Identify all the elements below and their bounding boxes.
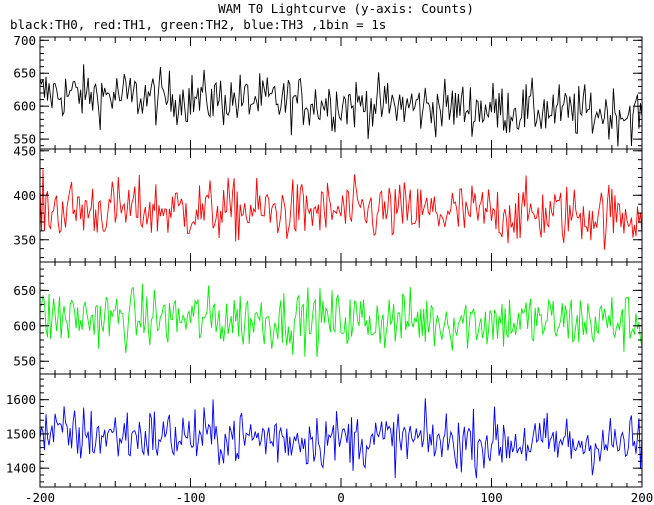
y-tick-label: 600 xyxy=(13,318,36,333)
y-tick-label: 450 xyxy=(13,143,36,158)
panel-frame xyxy=(39,36,643,150)
series-line-TH0 xyxy=(40,64,642,147)
panels-group: 5506006507003504004505506006501400150016… xyxy=(6,33,653,505)
y-tick-label: 650 xyxy=(13,66,36,81)
y-tick-label: 1500 xyxy=(6,426,36,441)
y-tick-label: 700 xyxy=(13,33,36,48)
panel-TH3: 1400 1500 1600 xyxy=(6,373,643,488)
y-tick-label: 400 xyxy=(13,188,36,203)
y-tick-label: 1600 xyxy=(6,392,36,407)
panel-frame xyxy=(39,373,643,488)
panel-TH1: 350 400 450 xyxy=(13,143,643,263)
y-tick-label: 550 xyxy=(13,132,36,147)
series-line-TH2 xyxy=(40,283,642,358)
chart-subtitle: black:TH0, red:TH1, green:TH2, blue:TH3 … xyxy=(10,17,386,32)
panel-frame xyxy=(39,148,643,263)
x-tick-label: -100 xyxy=(175,490,205,505)
series-line-TH3 xyxy=(40,398,642,479)
x-tick-label: 100 xyxy=(480,490,503,505)
series-line-TH1 xyxy=(40,169,642,250)
panel-frame xyxy=(39,261,643,375)
panel-TH2: 550 600 650 xyxy=(13,261,643,375)
y-tick-label: 1400 xyxy=(6,461,36,476)
y-tick-label: 350 xyxy=(13,232,36,247)
y-tick-label: 600 xyxy=(13,99,36,114)
x-tick-label: 200 xyxy=(631,490,654,505)
x-tick-label: 0 xyxy=(337,490,345,505)
x-tick-label: -200 xyxy=(25,490,55,505)
chart-title: WAM T0 Lightcurve (y-axis: Counts) xyxy=(218,1,474,16)
y-tick-label: 550 xyxy=(13,354,36,369)
y-tick-label: 650 xyxy=(13,283,36,298)
panel-TH0: 550 600 650 700 xyxy=(13,33,643,150)
